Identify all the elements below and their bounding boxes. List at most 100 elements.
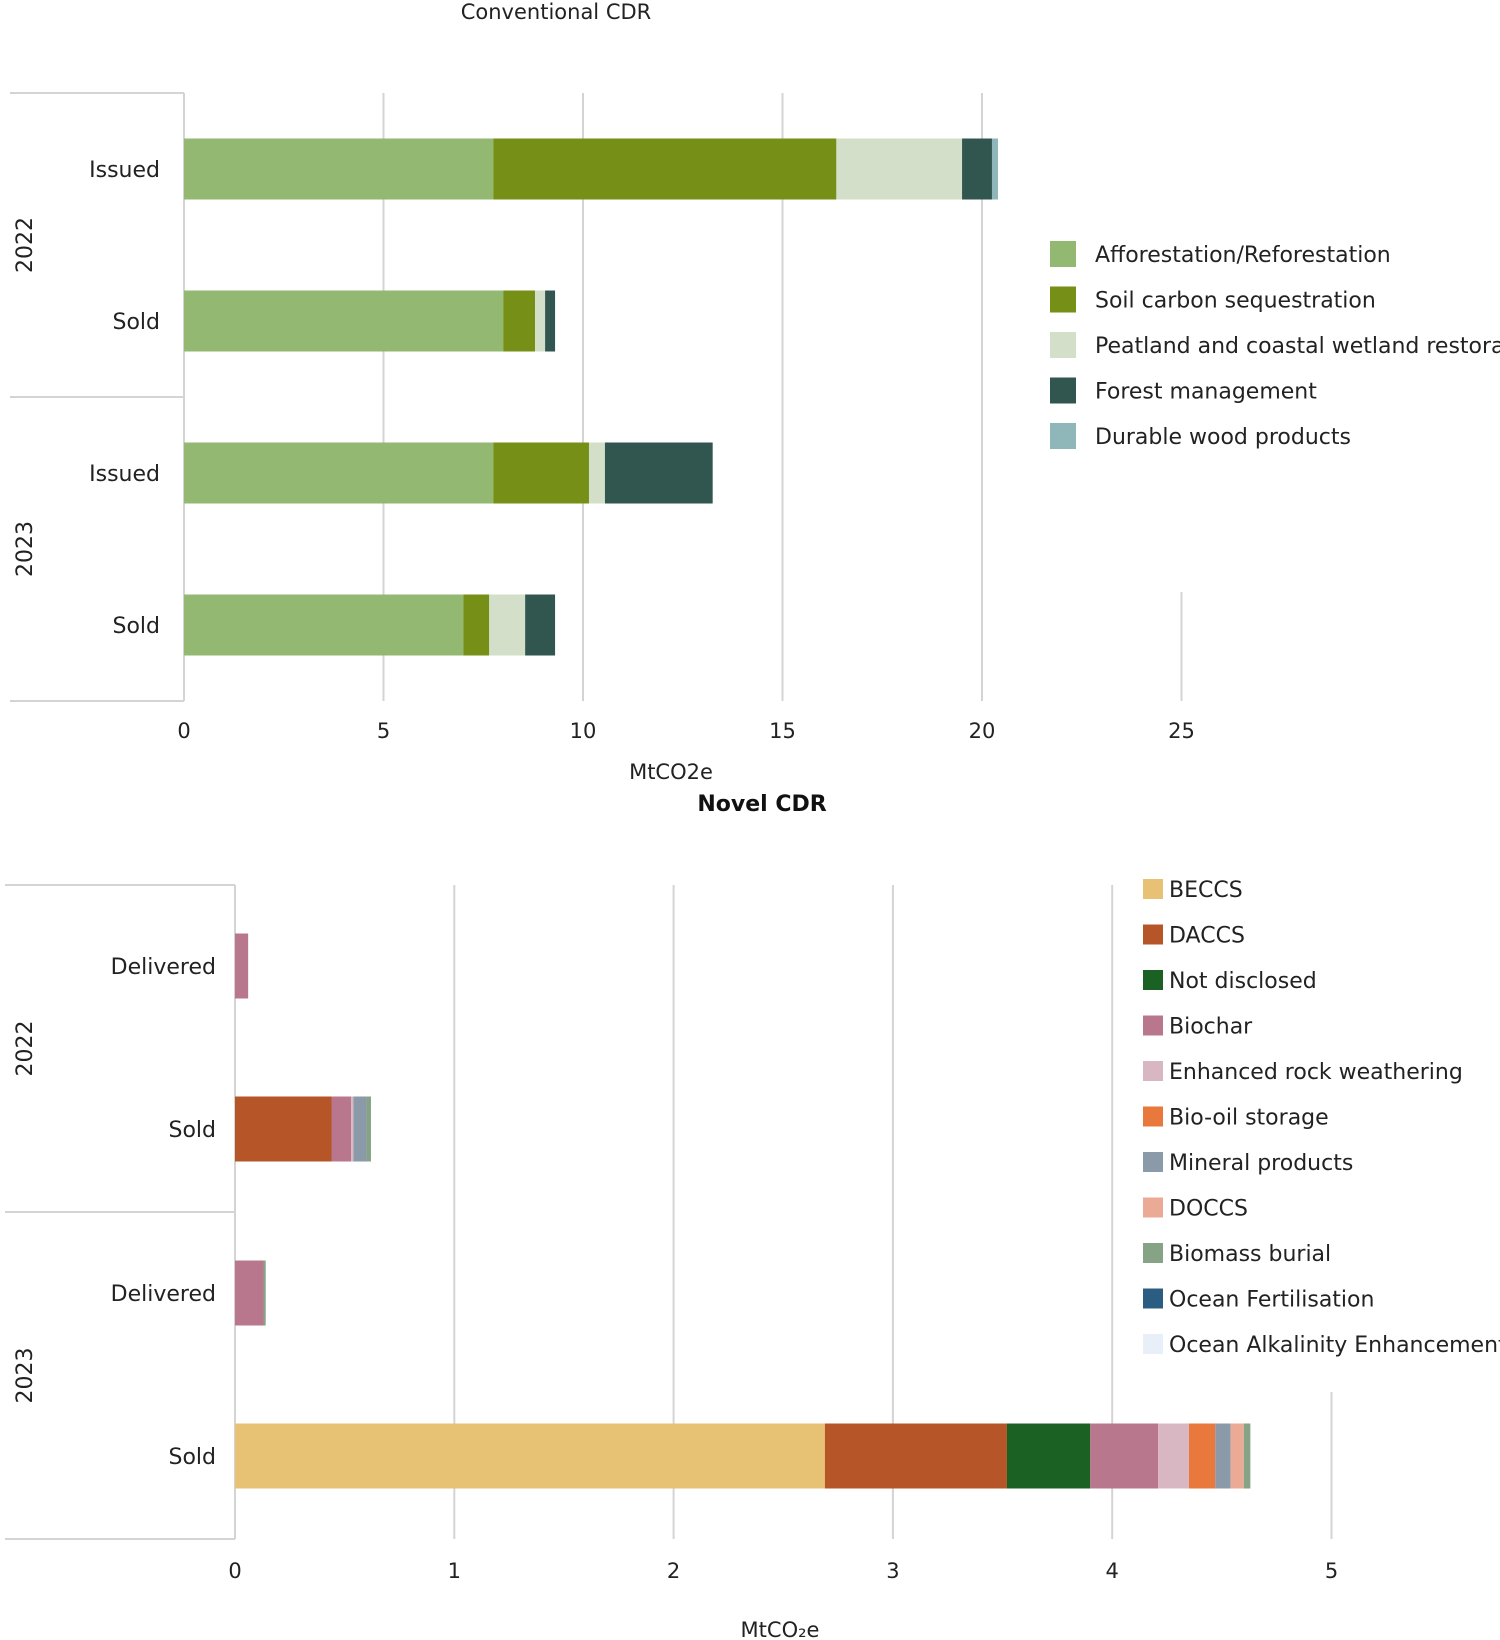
legend: BECCS DACCS Not disclosed Biochar Enhanced r…: [1143, 878, 1500, 1358]
legend-label: Enhanced rock weathering: [1169, 1060, 1463, 1085]
legend-item: Soil carbon sequestration: [1050, 286, 1376, 314]
legend-label: DACCS: [1169, 924, 1245, 949]
bar-segment: [1158, 1423, 1189, 1489]
bar-segment: [331, 1096, 352, 1162]
legend-item: Afforestation/Reforestation: [1050, 241, 1391, 268]
legend-label: Durable wood products: [1095, 425, 1351, 450]
bar-segment: [1215, 1423, 1231, 1489]
bar-segment: [235, 1423, 825, 1489]
bar-segment: [235, 933, 249, 999]
bar-segment: [263, 1260, 266, 1326]
category-axis-frame: [10, 92, 185, 702]
bar-segment: [366, 1096, 371, 1162]
year-group-label: 2023: [13, 1348, 38, 1404]
legend-item: Ocean Alkalinity Enhancement: [1143, 1333, 1500, 1358]
x-tick-label: 25: [1168, 719, 1195, 743]
chart-title: Conventional CDR: [461, 0, 652, 24]
bar-segment: [489, 594, 526, 656]
legend-item: Ocean Fertilisation: [1143, 1288, 1374, 1313]
x-tick-label: 3: [886, 1559, 899, 1583]
bar-segment: [545, 290, 556, 352]
bars-group: [184, 138, 998, 656]
legend-label: DOCCS: [1169, 1197, 1248, 1222]
year-group-label: 2022: [13, 217, 38, 273]
x-tick-label: 10: [570, 719, 597, 743]
category-labels: 2022 Issued Sold 2023 Issued Sold: [13, 158, 160, 639]
x-tick-label: 1: [448, 1559, 461, 1583]
legend-label: Forest management: [1095, 380, 1317, 405]
bar-segment: [184, 290, 504, 352]
bar-segment: [503, 290, 536, 352]
legend-item: Not disclosed: [1143, 969, 1317, 994]
bar-segment: [351, 1096, 354, 1162]
legend-item: Peatland and coastal wetland restoration: [1050, 332, 1500, 359]
year-group-label: 2022: [13, 1021, 38, 1077]
year-group-label: 2023: [13, 521, 38, 577]
legend-swatch: [1143, 1197, 1163, 1218]
bar-segment: [588, 442, 605, 504]
legend-item: Mineral products: [1143, 1151, 1353, 1176]
bar-segment: [1188, 1423, 1216, 1489]
category-axis-frame: [5, 884, 236, 1540]
legend-swatch: [1143, 1288, 1163, 1309]
category-label: Sold: [168, 1118, 216, 1143]
bar-segment: [604, 442, 713, 504]
bars-group: [235, 933, 1251, 1489]
bar-segment: [1006, 1423, 1091, 1489]
x-tick-label: 5: [1325, 1559, 1338, 1583]
category-label: Issued: [89, 462, 160, 487]
legend-swatch: [1143, 924, 1163, 945]
bar-segment: [525, 594, 556, 656]
x-tick-label: 4: [1106, 1559, 1119, 1583]
tick-labels: 0 5 10 15 20 25: [177, 719, 1195, 743]
legend-label: Ocean Alkalinity Enhancement: [1169, 1333, 1500, 1358]
chart-title: Novel CDR: [697, 792, 826, 817]
bar-segment: [493, 442, 589, 504]
legend-label: BECCS: [1169, 878, 1243, 903]
x-tick-label: 0: [177, 719, 190, 743]
x-axis-title: MtCO2e: [629, 760, 713, 784]
category-label: Delivered: [111, 1282, 216, 1307]
x-axis-title: MtCO₂e: [741, 1618, 820, 1640]
legend-swatch: [1143, 1334, 1163, 1354]
bar-segment: [353, 1096, 367, 1162]
x-tick-label: 20: [969, 719, 996, 743]
bar-segment: [836, 138, 963, 200]
bar-segment: [184, 138, 494, 200]
bar-segment: [962, 138, 992, 200]
bar-segment: [1243, 1423, 1251, 1489]
x-tick-label: 2: [667, 1559, 680, 1583]
bar-segment: [235, 1260, 264, 1326]
bar-segment: [1230, 1423, 1244, 1489]
legend-swatch: [1143, 970, 1163, 990]
legend-swatch: [1143, 1015, 1163, 1036]
bar-segment: [235, 1096, 332, 1162]
legend-item: Enhanced rock weathering: [1143, 1060, 1463, 1085]
legend-label: Biochar: [1169, 1015, 1253, 1040]
legend-item: Biochar: [1143, 1015, 1253, 1040]
category-label: Sold: [112, 614, 160, 639]
legend-item: BECCS: [1143, 878, 1243, 903]
legend-item: DACCS: [1143, 924, 1245, 949]
legend-item: DOCCS: [1143, 1197, 1248, 1222]
category-label: Sold: [112, 310, 160, 335]
legend-label: Biomass burial: [1169, 1242, 1331, 1267]
category-label: Delivered: [111, 955, 216, 980]
legend-label: Bio-oil storage: [1169, 1106, 1329, 1131]
x-tick-label: 15: [769, 719, 796, 743]
legend-swatch: [1143, 879, 1163, 899]
legend-swatch: [1143, 1106, 1163, 1127]
bar-segment: [824, 1423, 1007, 1489]
bar-segment: [463, 594, 490, 656]
category-label: Issued: [89, 158, 160, 183]
bar-segment: [1090, 1423, 1159, 1489]
legend-swatch: [1143, 1152, 1163, 1172]
legend-swatch: [1143, 1061, 1163, 1081]
legend-item: Biomass burial: [1143, 1242, 1331, 1267]
legend-swatch: [1143, 1243, 1163, 1263]
bar-segment: [493, 138, 837, 200]
bar-segment: [991, 138, 998, 200]
x-tick-label: 0: [228, 1559, 241, 1583]
legend-swatch: [1050, 286, 1076, 313]
